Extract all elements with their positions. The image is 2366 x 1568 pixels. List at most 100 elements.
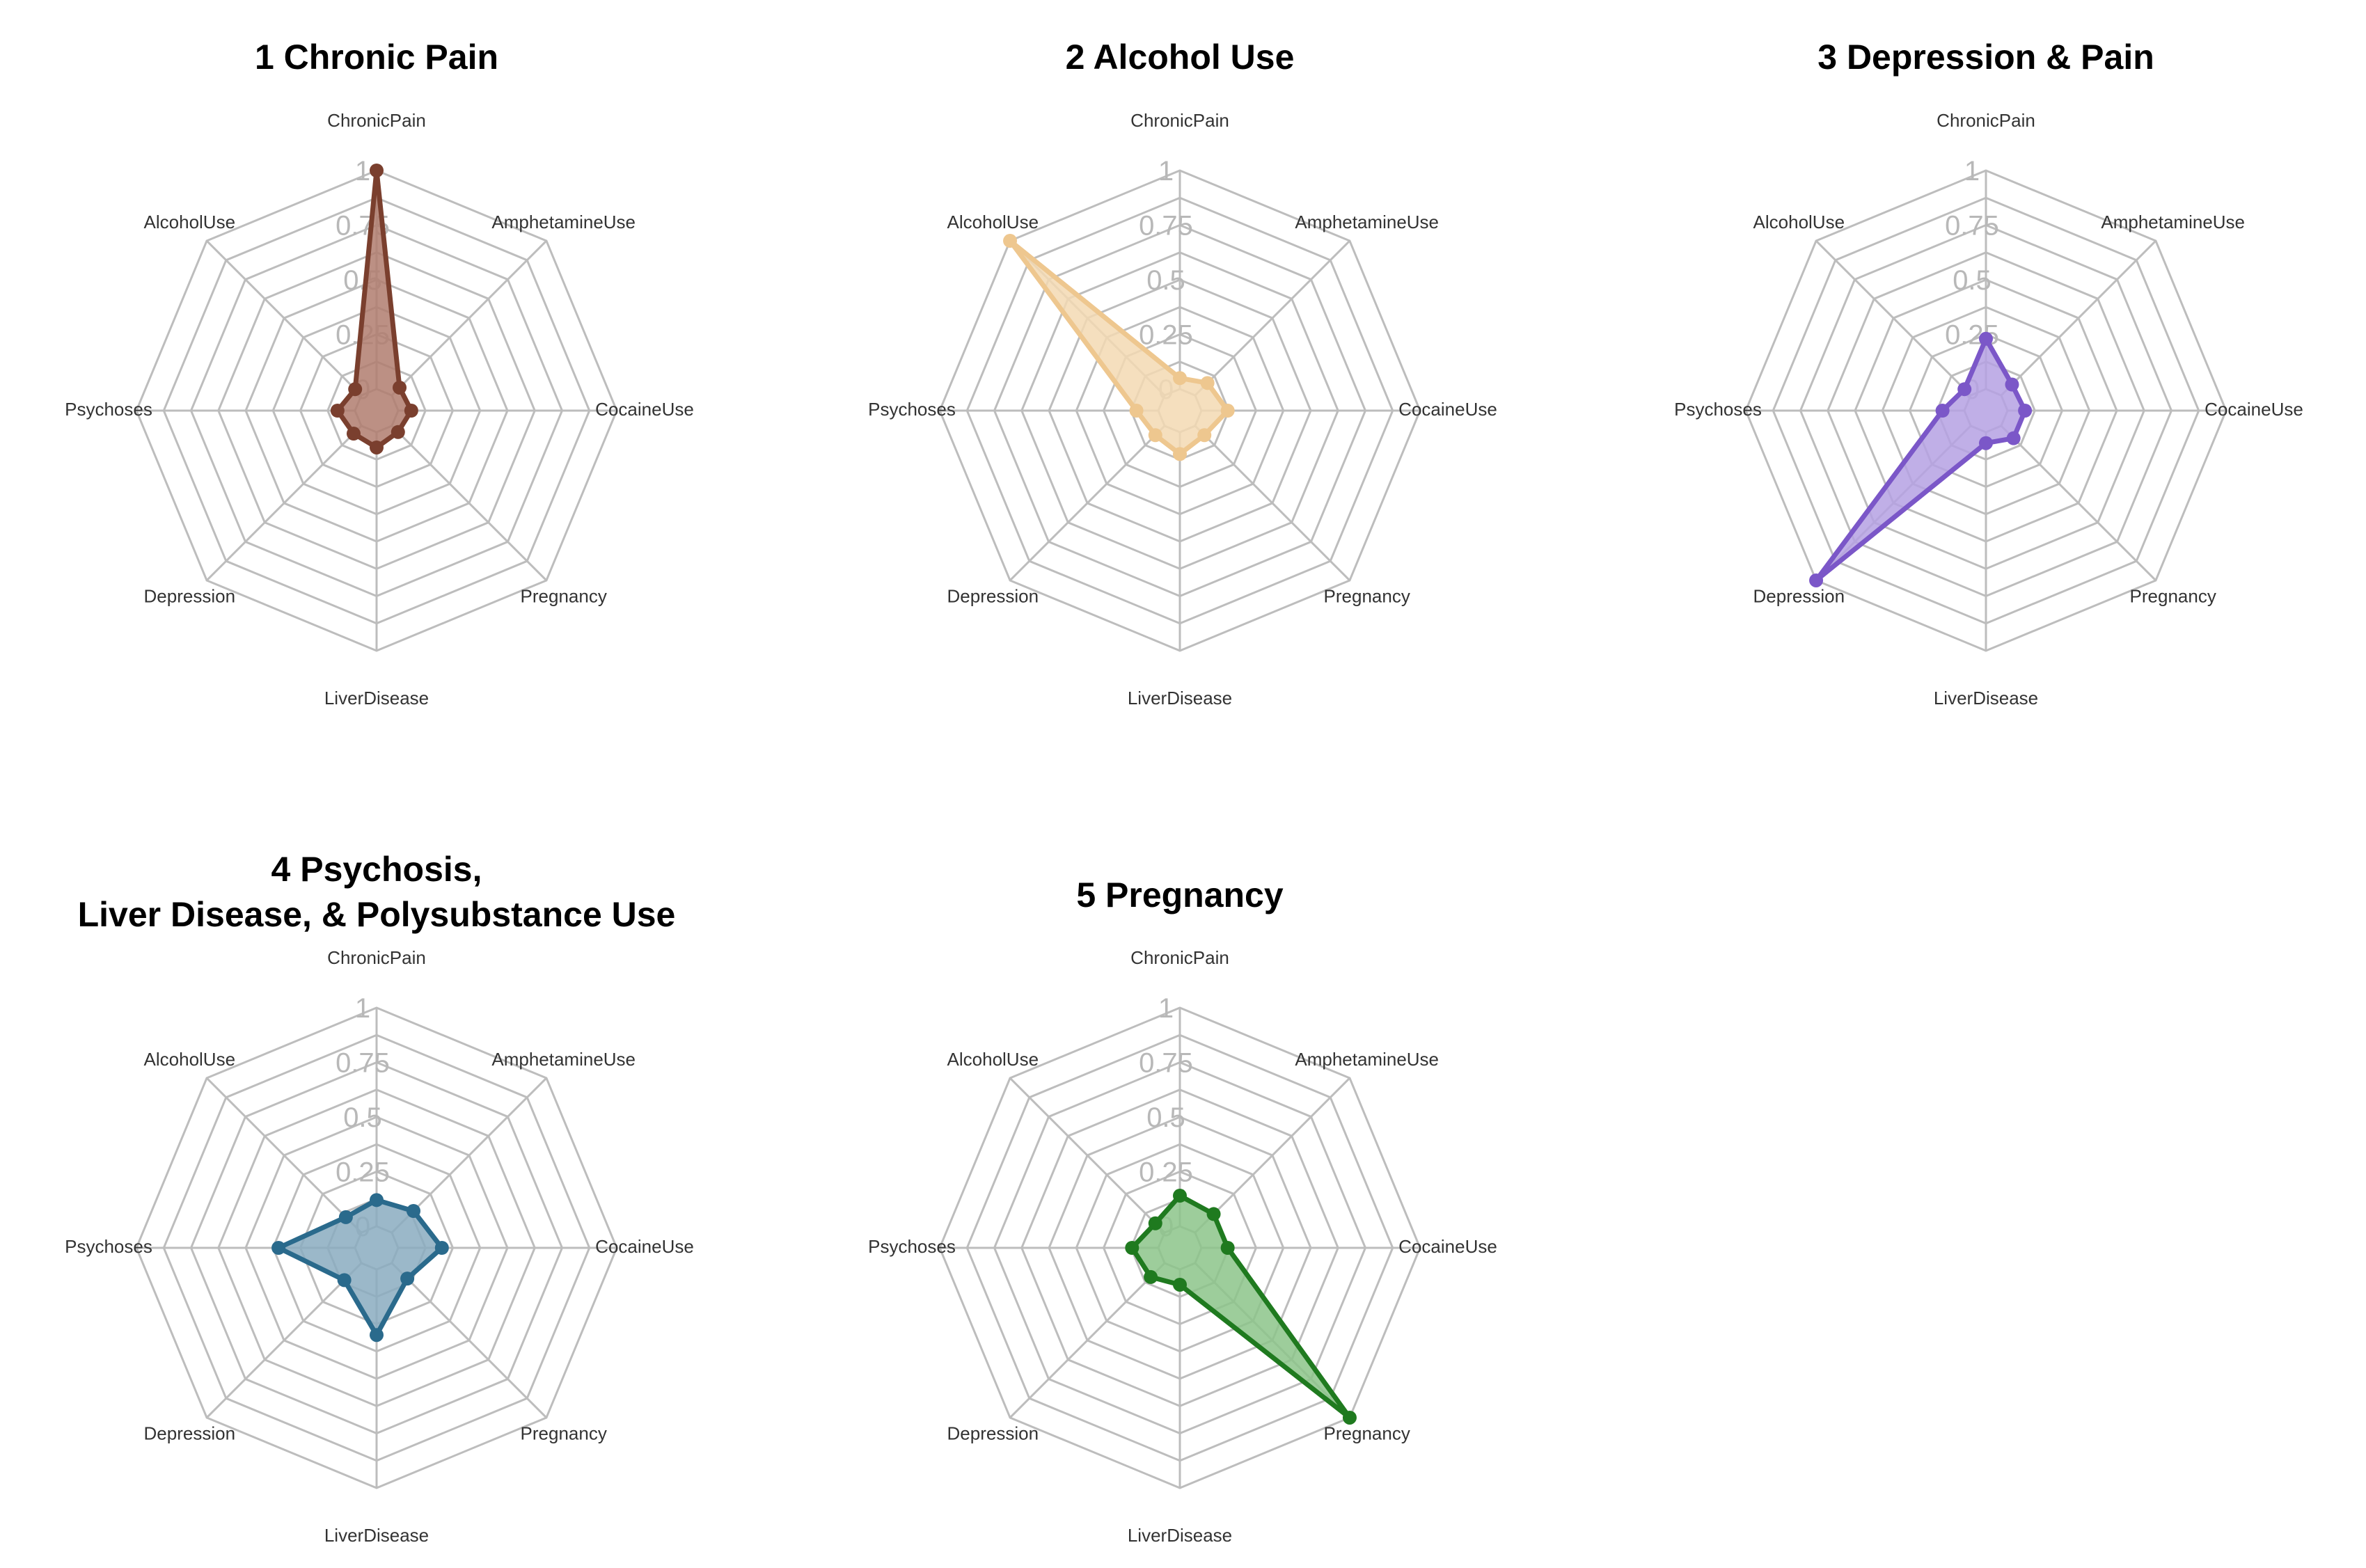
radar-chart-2: 2 Alcohol Use00.250.50.751ChronicPainAmp… bbox=[868, 38, 1497, 708]
axis-label: Psychoses bbox=[65, 399, 152, 420]
data-point bbox=[391, 425, 405, 439]
series-area bbox=[1007, 238, 1231, 457]
grid-spoke bbox=[1009, 1262, 1166, 1419]
tick-label: 0.5 bbox=[343, 1102, 382, 1133]
axis-label: AlcoholUse bbox=[947, 1049, 1039, 1070]
axis-label: Pregnancy bbox=[521, 586, 607, 607]
tick-label: 1 bbox=[1158, 156, 1174, 187]
tick-label: 0.75 bbox=[336, 1048, 390, 1079]
grid-spoke bbox=[205, 425, 363, 582]
data-point bbox=[1979, 436, 1993, 450]
data-point bbox=[434, 1241, 449, 1255]
grid-spoke bbox=[1194, 425, 1351, 582]
data-point bbox=[1957, 382, 1972, 397]
axis-label: Pregnancy bbox=[1324, 1423, 1410, 1444]
data-point bbox=[330, 404, 345, 418]
data-point bbox=[370, 1193, 384, 1207]
tick-label: 0.25 bbox=[1139, 1157, 1193, 1188]
data-point bbox=[338, 1210, 353, 1224]
series-area bbox=[276, 1197, 445, 1338]
tick-label: 0.5 bbox=[1953, 265, 1992, 296]
data-point bbox=[1220, 404, 1235, 418]
tick-label: 0.75 bbox=[1945, 211, 1999, 241]
axis-label: CocaineUse bbox=[595, 399, 694, 420]
grid-spoke bbox=[1194, 1077, 1351, 1234]
axis-label: ChronicPain bbox=[1130, 110, 1229, 131]
grid-spoke bbox=[205, 1077, 363, 1234]
axis-label: Depression bbox=[947, 1423, 1039, 1444]
axis-label: LiverDisease bbox=[1128, 688, 1232, 708]
axis-label: LiverDisease bbox=[324, 1525, 429, 1546]
axis-label: Depression bbox=[947, 586, 1039, 607]
tick-label: 1 bbox=[1158, 993, 1174, 1024]
tick-label: 0.75 bbox=[1139, 1048, 1193, 1079]
chart-title-line: 4 Psychosis, bbox=[271, 850, 482, 889]
grid-spoke bbox=[1815, 239, 1972, 397]
axis-label: LiverDisease bbox=[324, 688, 429, 708]
grid-spoke bbox=[1009, 1077, 1166, 1234]
data-point bbox=[271, 1241, 286, 1255]
data-point bbox=[400, 1272, 415, 1286]
data-point bbox=[1220, 1241, 1235, 1255]
data-point bbox=[2006, 431, 2021, 445]
grid-spoke bbox=[2000, 425, 2157, 582]
grid-spoke bbox=[205, 1262, 363, 1419]
grid-spoke bbox=[1194, 239, 1351, 397]
chart-title-line: 1 Chronic Pain bbox=[255, 38, 498, 77]
axis-label: Pregnancy bbox=[2130, 586, 2216, 607]
tick-label: 0.25 bbox=[336, 1157, 390, 1188]
chart-title-line: 2 Alcohol Use bbox=[1066, 38, 1295, 77]
radar-chart-3: 3 Depression & Pain00.250.50.751ChronicP… bbox=[1674, 38, 2303, 708]
axis-label: LiverDisease bbox=[1128, 1525, 1232, 1546]
data-point bbox=[1979, 331, 1993, 346]
data-point bbox=[404, 404, 418, 418]
data-point bbox=[1129, 404, 1144, 418]
axis-label: AlcoholUse bbox=[947, 212, 1039, 232]
grid-spoke bbox=[205, 239, 363, 397]
data-point bbox=[1144, 1269, 1158, 1284]
axis-label: AmphetamineUse bbox=[1295, 212, 1439, 232]
tick-label: 0.75 bbox=[1139, 211, 1193, 241]
axis-label: Depression bbox=[1753, 586, 1845, 607]
axis-label: Pregnancy bbox=[1324, 586, 1410, 607]
data-point bbox=[1206, 1207, 1221, 1221]
data-point bbox=[346, 427, 361, 441]
data-point bbox=[1200, 376, 1215, 390]
data-point bbox=[370, 1328, 384, 1343]
grid-spoke bbox=[1009, 425, 1166, 582]
axis-label: ChronicPain bbox=[1937, 110, 2035, 131]
axis-label: AmphetamineUse bbox=[491, 1049, 636, 1070]
axis-label: CocaineUse bbox=[595, 1236, 694, 1257]
radar-chart-1: 1 Chronic Pain00.250.50.751ChronicPainAm… bbox=[65, 38, 694, 708]
chart-title-line: 5 Pregnancy bbox=[1076, 876, 1284, 914]
tick-label: 0.25 bbox=[1139, 320, 1193, 351]
grid-spoke bbox=[391, 425, 548, 582]
axis-label: AmphetamineUse bbox=[2101, 212, 2245, 232]
axis-label: Psychoses bbox=[868, 1236, 956, 1257]
data-point bbox=[407, 1203, 421, 1218]
series-area bbox=[1129, 1193, 1352, 1420]
data-point bbox=[1173, 1277, 1187, 1292]
axis-label: CocaineUse bbox=[1398, 399, 1497, 420]
data-point bbox=[1148, 1216, 1162, 1230]
tick-label: 1 bbox=[355, 156, 370, 187]
axis-label: AmphetamineUse bbox=[1295, 1049, 1439, 1070]
data-point bbox=[1125, 1241, 1139, 1255]
radar-chart-5: 5 Pregnancy00.250.50.751ChronicPainAmphe… bbox=[868, 876, 1497, 1546]
axis-label: Psychoses bbox=[868, 399, 956, 420]
axis-label: Psychoses bbox=[1674, 399, 1762, 420]
data-point bbox=[1173, 447, 1187, 461]
grid-spoke bbox=[391, 1262, 548, 1419]
data-point bbox=[348, 382, 363, 397]
data-point bbox=[2005, 377, 2019, 392]
axis-label: Pregnancy bbox=[521, 1423, 607, 1444]
data-point bbox=[370, 440, 384, 454]
axis-label: Depression bbox=[144, 586, 236, 607]
axis-label: ChronicPain bbox=[327, 947, 426, 968]
data-point bbox=[2018, 404, 2033, 418]
data-point bbox=[1935, 404, 1950, 418]
chart-title-line: Liver Disease, & Polysubstance Use bbox=[78, 895, 676, 934]
tick-label: 1 bbox=[355, 993, 370, 1024]
axis-label: CocaineUse bbox=[2205, 399, 2303, 420]
tick-label: 1 bbox=[1964, 156, 1980, 187]
